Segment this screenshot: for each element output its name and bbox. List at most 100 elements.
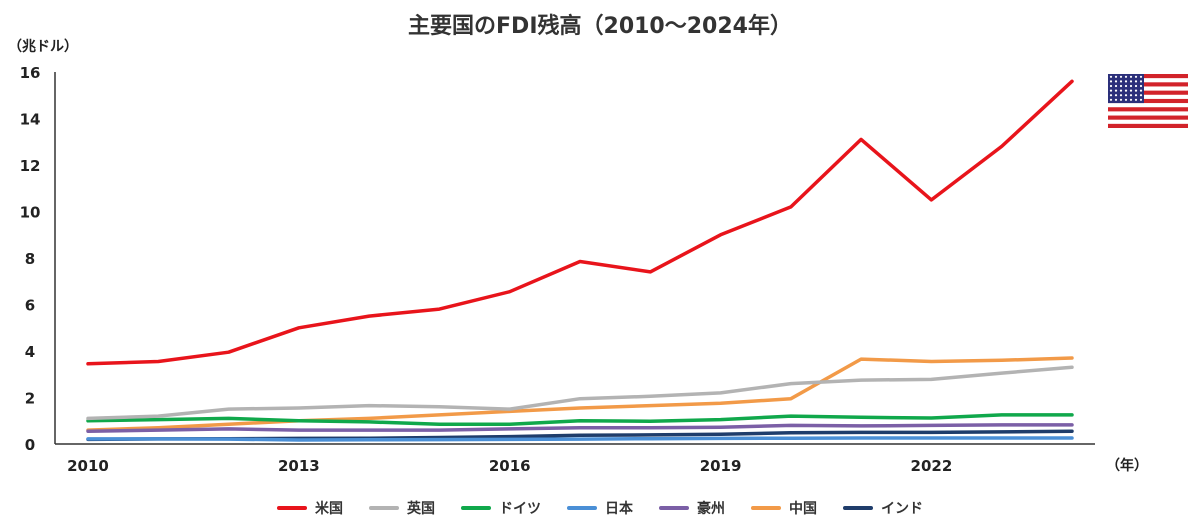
legend-item: 豪州	[659, 498, 725, 518]
legend-item: ドイツ	[461, 498, 541, 518]
flag-star	[1114, 80, 1118, 83]
legend-item: 英国	[369, 498, 435, 518]
y-tick-label: 2	[25, 390, 35, 408]
y-axis-unit-label: （兆ドル）	[8, 39, 78, 55]
flag-star	[1129, 98, 1133, 101]
flag-stripe	[1108, 90, 1188, 96]
x-axis-unit-label: （年）	[1106, 458, 1148, 474]
flag-star	[1139, 80, 1143, 83]
flag-stripe	[1108, 123, 1188, 128]
x-tick-label: 2019	[700, 457, 742, 475]
flag-stripe	[1108, 111, 1188, 116]
flag-star	[1124, 98, 1128, 101]
flag-star	[1124, 94, 1128, 97]
legend-label: ドイツ	[499, 501, 541, 517]
legend: 米国 英国 ドイツ 日本 豪州 中国 インド	[0, 498, 1200, 518]
flag-star	[1134, 89, 1138, 92]
flag-star	[1109, 75, 1113, 78]
flag-star	[1124, 80, 1128, 83]
flag-stripe	[1108, 94, 1188, 100]
flag-star	[1129, 84, 1133, 88]
legend-swatch	[369, 506, 399, 510]
y-tick-labels: 0 2 4 6 8 10 12 14 16	[20, 64, 41, 454]
flag-star	[1109, 80, 1113, 83]
axes	[54, 72, 1095, 445]
flag-stripe	[1108, 115, 1188, 120]
y-tick-label: 4	[25, 343, 35, 361]
flag-star	[1119, 98, 1123, 101]
flag-star	[1134, 98, 1138, 101]
flag-star	[1119, 94, 1123, 97]
y-tick-label: 6	[25, 297, 35, 315]
legend-item: 中国	[751, 498, 817, 518]
flag-star	[1129, 94, 1133, 97]
flag-star	[1114, 94, 1118, 97]
x-tick-label: 2010	[67, 457, 109, 475]
flag-star	[1114, 75, 1118, 78]
flag-star	[1134, 80, 1138, 83]
series-line	[86, 356, 1074, 432]
us-flag-icon	[1108, 74, 1188, 128]
x-tick-label: 2022	[911, 457, 953, 475]
legend-swatch	[659, 506, 689, 510]
flag-star	[1119, 75, 1123, 78]
flag-stripe	[1108, 103, 1188, 108]
y-tick-label: 14	[20, 111, 41, 129]
flag-stripe	[1108, 82, 1188, 87]
flag-star	[1109, 89, 1113, 92]
x-tick-labels: 2010 2013 2016 2019 2022	[67, 457, 952, 475]
flag-star	[1124, 84, 1128, 88]
flag-star	[1124, 75, 1128, 78]
flag-star	[1139, 84, 1143, 88]
legend-label: 中国	[789, 501, 817, 517]
flag-stripe	[1108, 78, 1188, 83]
y-tick-label: 16	[20, 64, 41, 82]
y-tick-label: 0	[25, 436, 35, 454]
chart-title: 主要国のFDI残高（2010～2024年）	[408, 14, 792, 39]
flag-canton	[1108, 74, 1144, 104]
series-line	[86, 436, 1074, 442]
flag-stripe	[1108, 74, 1188, 79]
flag-star	[1109, 94, 1113, 97]
flag-star	[1134, 94, 1138, 97]
flag-star	[1139, 89, 1143, 92]
flag-stripe	[1108, 98, 1188, 104]
legend-swatch	[843, 506, 873, 510]
legend-swatch	[461, 506, 491, 510]
flag-star	[1109, 84, 1113, 88]
flag-star	[1139, 75, 1143, 78]
legend-swatch	[277, 506, 307, 510]
flag-star	[1119, 84, 1123, 88]
series-lines	[86, 79, 1074, 442]
flag-star	[1129, 75, 1133, 78]
flag-star	[1119, 80, 1123, 83]
flag-star	[1109, 98, 1113, 101]
legend-item: 米国	[277, 498, 343, 518]
flag-star	[1114, 89, 1118, 92]
legend-label: インド	[881, 501, 923, 517]
x-tick-label: 2013	[278, 457, 320, 475]
series-line	[86, 423, 1074, 433]
flag-stripe	[1108, 119, 1188, 125]
legend-swatch	[751, 506, 781, 510]
legend-label: 日本	[605, 501, 633, 517]
flag-star	[1139, 94, 1143, 97]
flag-star	[1129, 89, 1133, 92]
series-line	[86, 365, 1074, 421]
legend-label: 米国	[315, 501, 343, 517]
legend-swatch	[567, 506, 597, 510]
flag-star	[1114, 84, 1118, 88]
legend-item: 日本	[567, 498, 633, 518]
series-line	[86, 79, 1074, 366]
flag-stripe	[1108, 107, 1188, 112]
flag-star	[1124, 89, 1128, 92]
flag-star	[1119, 89, 1123, 92]
legend-label: 豪州	[697, 501, 725, 517]
series-line	[86, 413, 1074, 426]
flag-star	[1114, 98, 1118, 101]
y-tick-label: 12	[20, 157, 41, 175]
y-tick-label: 8	[25, 250, 35, 268]
legend-item: インド	[843, 498, 923, 518]
legend-label: 英国	[407, 501, 435, 517]
